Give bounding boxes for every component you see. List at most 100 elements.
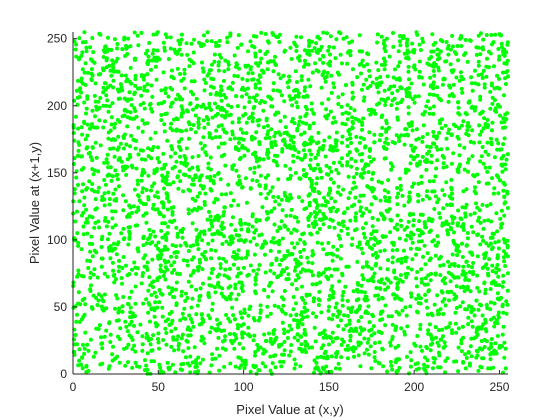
data-point (432, 207, 437, 211)
data-point (102, 334, 107, 339)
data-point (165, 360, 170, 365)
data-point (427, 288, 431, 293)
data-point (254, 228, 258, 232)
data-point (392, 96, 397, 101)
data-point (478, 94, 483, 99)
data-point (241, 346, 246, 351)
data-point (267, 331, 271, 336)
data-point (275, 163, 280, 168)
data-point (156, 331, 161, 336)
data-point (437, 130, 442, 135)
data-point (102, 160, 107, 165)
data-point (454, 52, 459, 56)
data-point (324, 163, 329, 168)
data-point (195, 103, 200, 108)
data-point (174, 225, 179, 230)
data-point (234, 336, 239, 341)
data-point (118, 326, 123, 331)
data-point (258, 303, 263, 308)
data-point (83, 330, 88, 335)
data-point (182, 71, 187, 76)
data-point (121, 193, 126, 198)
data-point (335, 254, 340, 259)
data-point (397, 365, 402, 370)
data-point (502, 93, 506, 98)
data-point (201, 118, 206, 123)
data-point (75, 231, 80, 236)
data-point (301, 120, 305, 125)
data-point (133, 301, 138, 306)
data-point (425, 358, 430, 363)
data-point (288, 213, 293, 218)
data-point (171, 295, 176, 299)
data-point (115, 354, 120, 359)
data-point (128, 110, 133, 115)
data-point (473, 185, 477, 190)
data-point (329, 251, 334, 256)
data-point (292, 357, 297, 362)
data-point (133, 284, 138, 289)
data-point (149, 67, 153, 72)
data-point (432, 238, 436, 243)
y-tick-label: 0 (60, 367, 67, 381)
data-point (205, 175, 210, 180)
data-point (440, 299, 445, 304)
data-point (292, 366, 297, 371)
data-point (475, 285, 480, 290)
data-point (497, 57, 501, 62)
data-point (477, 289, 482, 294)
data-point (309, 185, 314, 189)
data-point (124, 345, 129, 350)
data-point (429, 55, 434, 59)
data-point (257, 140, 262, 144)
data-point (223, 267, 228, 272)
data-point (150, 94, 155, 99)
data-point (425, 151, 430, 156)
data-point (252, 165, 257, 170)
data-point (74, 88, 79, 93)
data-point (390, 164, 395, 169)
data-point (224, 259, 229, 264)
data-point (159, 113, 164, 117)
data-point (210, 357, 215, 362)
data-point (242, 310, 247, 315)
data-point (484, 181, 489, 186)
data-point (239, 222, 243, 227)
data-point (251, 116, 255, 120)
data-point (386, 258, 390, 263)
data-point (414, 127, 419, 132)
data-point (307, 345, 312, 350)
data-point (229, 203, 234, 208)
data-point (176, 347, 181, 352)
data-point (167, 199, 171, 204)
data-point (292, 268, 297, 273)
data-point (396, 343, 401, 348)
data-point (390, 248, 395, 253)
data-point (103, 44, 108, 49)
data-point (463, 352, 467, 357)
data-point (503, 167, 508, 172)
data-point (421, 254, 425, 259)
data-point (119, 85, 124, 90)
data-point (133, 73, 138, 78)
data-point (318, 48, 323, 52)
data-point (496, 141, 501, 146)
data-point (311, 252, 316, 257)
data-point (375, 85, 380, 90)
data-point (281, 73, 286, 78)
data-point (143, 253, 148, 258)
data-point (483, 165, 488, 170)
data-point (140, 157, 144, 162)
data-point (427, 179, 432, 184)
data-point (242, 366, 247, 371)
data-point (253, 278, 258, 283)
data-point (400, 193, 405, 198)
data-point (73, 219, 78, 224)
data-point (217, 38, 222, 43)
data-point (505, 152, 510, 157)
data-point (307, 44, 311, 48)
data-point (420, 36, 425, 41)
data-point (416, 301, 421, 305)
data-point (203, 257, 208, 262)
data-point (174, 116, 179, 121)
